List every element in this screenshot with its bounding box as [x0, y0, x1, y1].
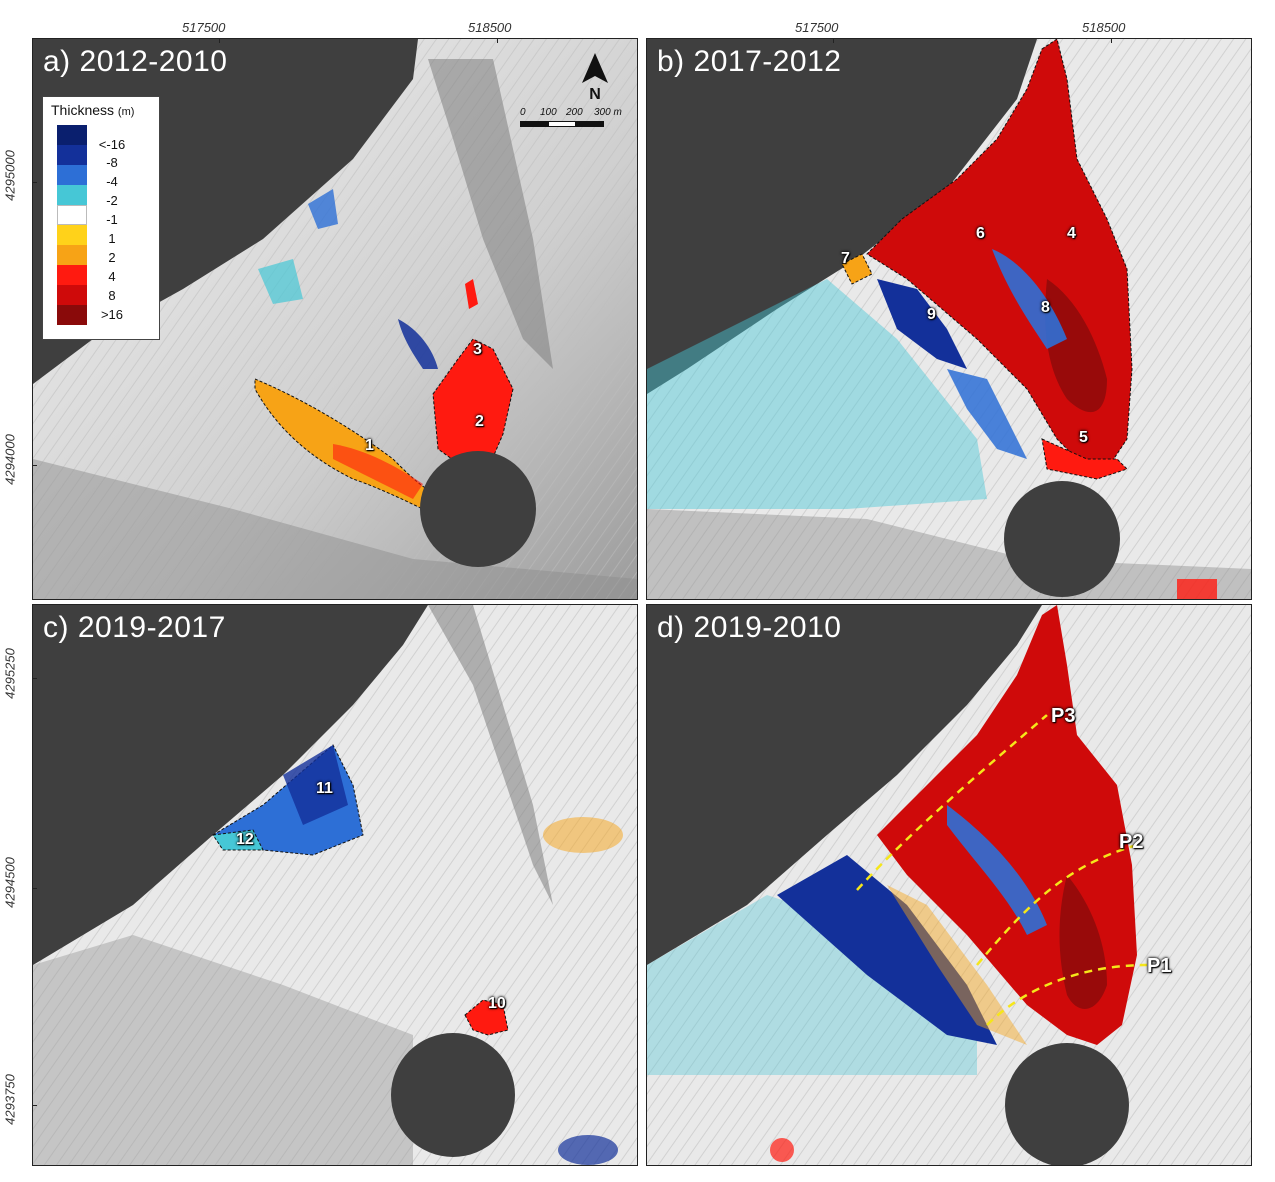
- axis-tick: [219, 38, 220, 43]
- crater: [1005, 1043, 1129, 1165]
- panel-title: d) 2019-2010: [657, 611, 842, 644]
- panel-title: c) 2019-2017: [43, 611, 226, 644]
- y-coord-label: 4295000: [2, 150, 18, 201]
- legend-swatch: [57, 285, 87, 305]
- legend: Thickness (m) <-16 -8 -4 -2 -1 1 2 4 8 >…: [42, 96, 160, 340]
- crater: [1004, 481, 1120, 597]
- deposit-label: 8: [1041, 299, 1050, 316]
- y-coord-label: 4295250: [2, 648, 18, 699]
- y-coord-label: 4294500: [2, 857, 18, 908]
- deposit-label: 5: [1079, 429, 1088, 446]
- legend-label: <-16: [98, 137, 126, 152]
- axis-tick: [32, 1105, 37, 1106]
- panel-title: b) 2017-2012: [657, 45, 842, 78]
- axis-tick: [32, 888, 37, 889]
- deposit-label: 1: [365, 437, 374, 454]
- legend-label: 1: [108, 231, 116, 246]
- scale-label: 0: [520, 107, 526, 118]
- profile-label: P3: [1051, 705, 1076, 727]
- legend-label: >16: [100, 307, 124, 322]
- scale-label: 100: [540, 107, 557, 118]
- profile-label: P1: [1147, 955, 1172, 977]
- legend-title: Thickness (m): [51, 102, 135, 118]
- crater: [391, 1033, 515, 1157]
- map-panel-a: a) 2012-2010 Thickness (m) <-16 -8 -4 -2…: [32, 38, 638, 600]
- legend-label: 8: [108, 288, 116, 303]
- x-coord-label: 517500: [182, 20, 226, 35]
- legend-label: -4: [106, 174, 118, 189]
- legend-swatch: [57, 305, 87, 325]
- legend-swatch: [57, 125, 87, 145]
- deposit-label: 3: [473, 341, 482, 358]
- hillshade-map: [647, 605, 1251, 1165]
- deposit-label: 6: [976, 225, 985, 242]
- axis-tick: [497, 38, 498, 43]
- deposit-label: 10: [488, 995, 506, 1012]
- map-panel-c: c) 2019-2017 10 11 12: [32, 604, 638, 1166]
- legend-swatch: [57, 225, 87, 245]
- deposit-label: 11: [316, 780, 333, 797]
- x-coord-label: 518500: [468, 20, 512, 35]
- hillshade-map: [647, 39, 1251, 599]
- axis-tick: [32, 182, 37, 183]
- legend-swatch: [57, 165, 87, 185]
- y-coord-label: 4293750: [2, 1074, 18, 1125]
- sea-area: [647, 39, 1037, 394]
- legend-label: -2: [106, 193, 118, 208]
- scale-bar: 0 100 200 300 m: [520, 107, 630, 137]
- legend-swatch: [57, 145, 87, 165]
- axis-tick: [32, 678, 37, 679]
- legend-label: -1: [106, 212, 118, 227]
- map-panel-b: b) 2017-2012 4 5 6 7 8 9: [646, 38, 1252, 600]
- north-arrow-icon: N: [582, 53, 608, 101]
- scale-label: 200: [566, 107, 583, 118]
- legend-swatch: [57, 185, 87, 205]
- hillshade-map: [33, 605, 637, 1165]
- legend-swatch: [57, 205, 87, 225]
- legend-label: 4: [108, 269, 116, 284]
- profile-label: P2: [1119, 831, 1144, 853]
- deposit-label: 7: [841, 250, 850, 267]
- legend-swatch: [57, 245, 87, 265]
- legend-swatch: [57, 265, 87, 285]
- x-coord-label: 518500: [1082, 20, 1126, 35]
- scale-label: 300 m: [594, 107, 622, 118]
- sea-area: [647, 605, 1042, 965]
- y-coord-label: 4294000: [2, 434, 18, 485]
- axis-tick: [833, 38, 834, 43]
- crater: [420, 451, 536, 567]
- profile-lines: [856, 714, 1148, 1026]
- legend-label: 2: [108, 250, 116, 265]
- panel-title: a) 2012-2010: [43, 45, 228, 78]
- sea-area: [33, 605, 428, 965]
- axis-tick: [32, 465, 37, 466]
- deposit-label: 9: [927, 306, 936, 323]
- svg-text:N: N: [589, 86, 601, 101]
- legend-label: -8: [106, 155, 118, 170]
- deposit-label: 12: [236, 831, 254, 848]
- deposit-label: 4: [1067, 225, 1076, 242]
- axis-tick: [1111, 38, 1112, 43]
- deposit-label: 2: [475, 413, 484, 430]
- x-coord-label: 517500: [795, 20, 839, 35]
- map-panel-d: d) 2019-2010 P1 P2 P3: [646, 604, 1252, 1166]
